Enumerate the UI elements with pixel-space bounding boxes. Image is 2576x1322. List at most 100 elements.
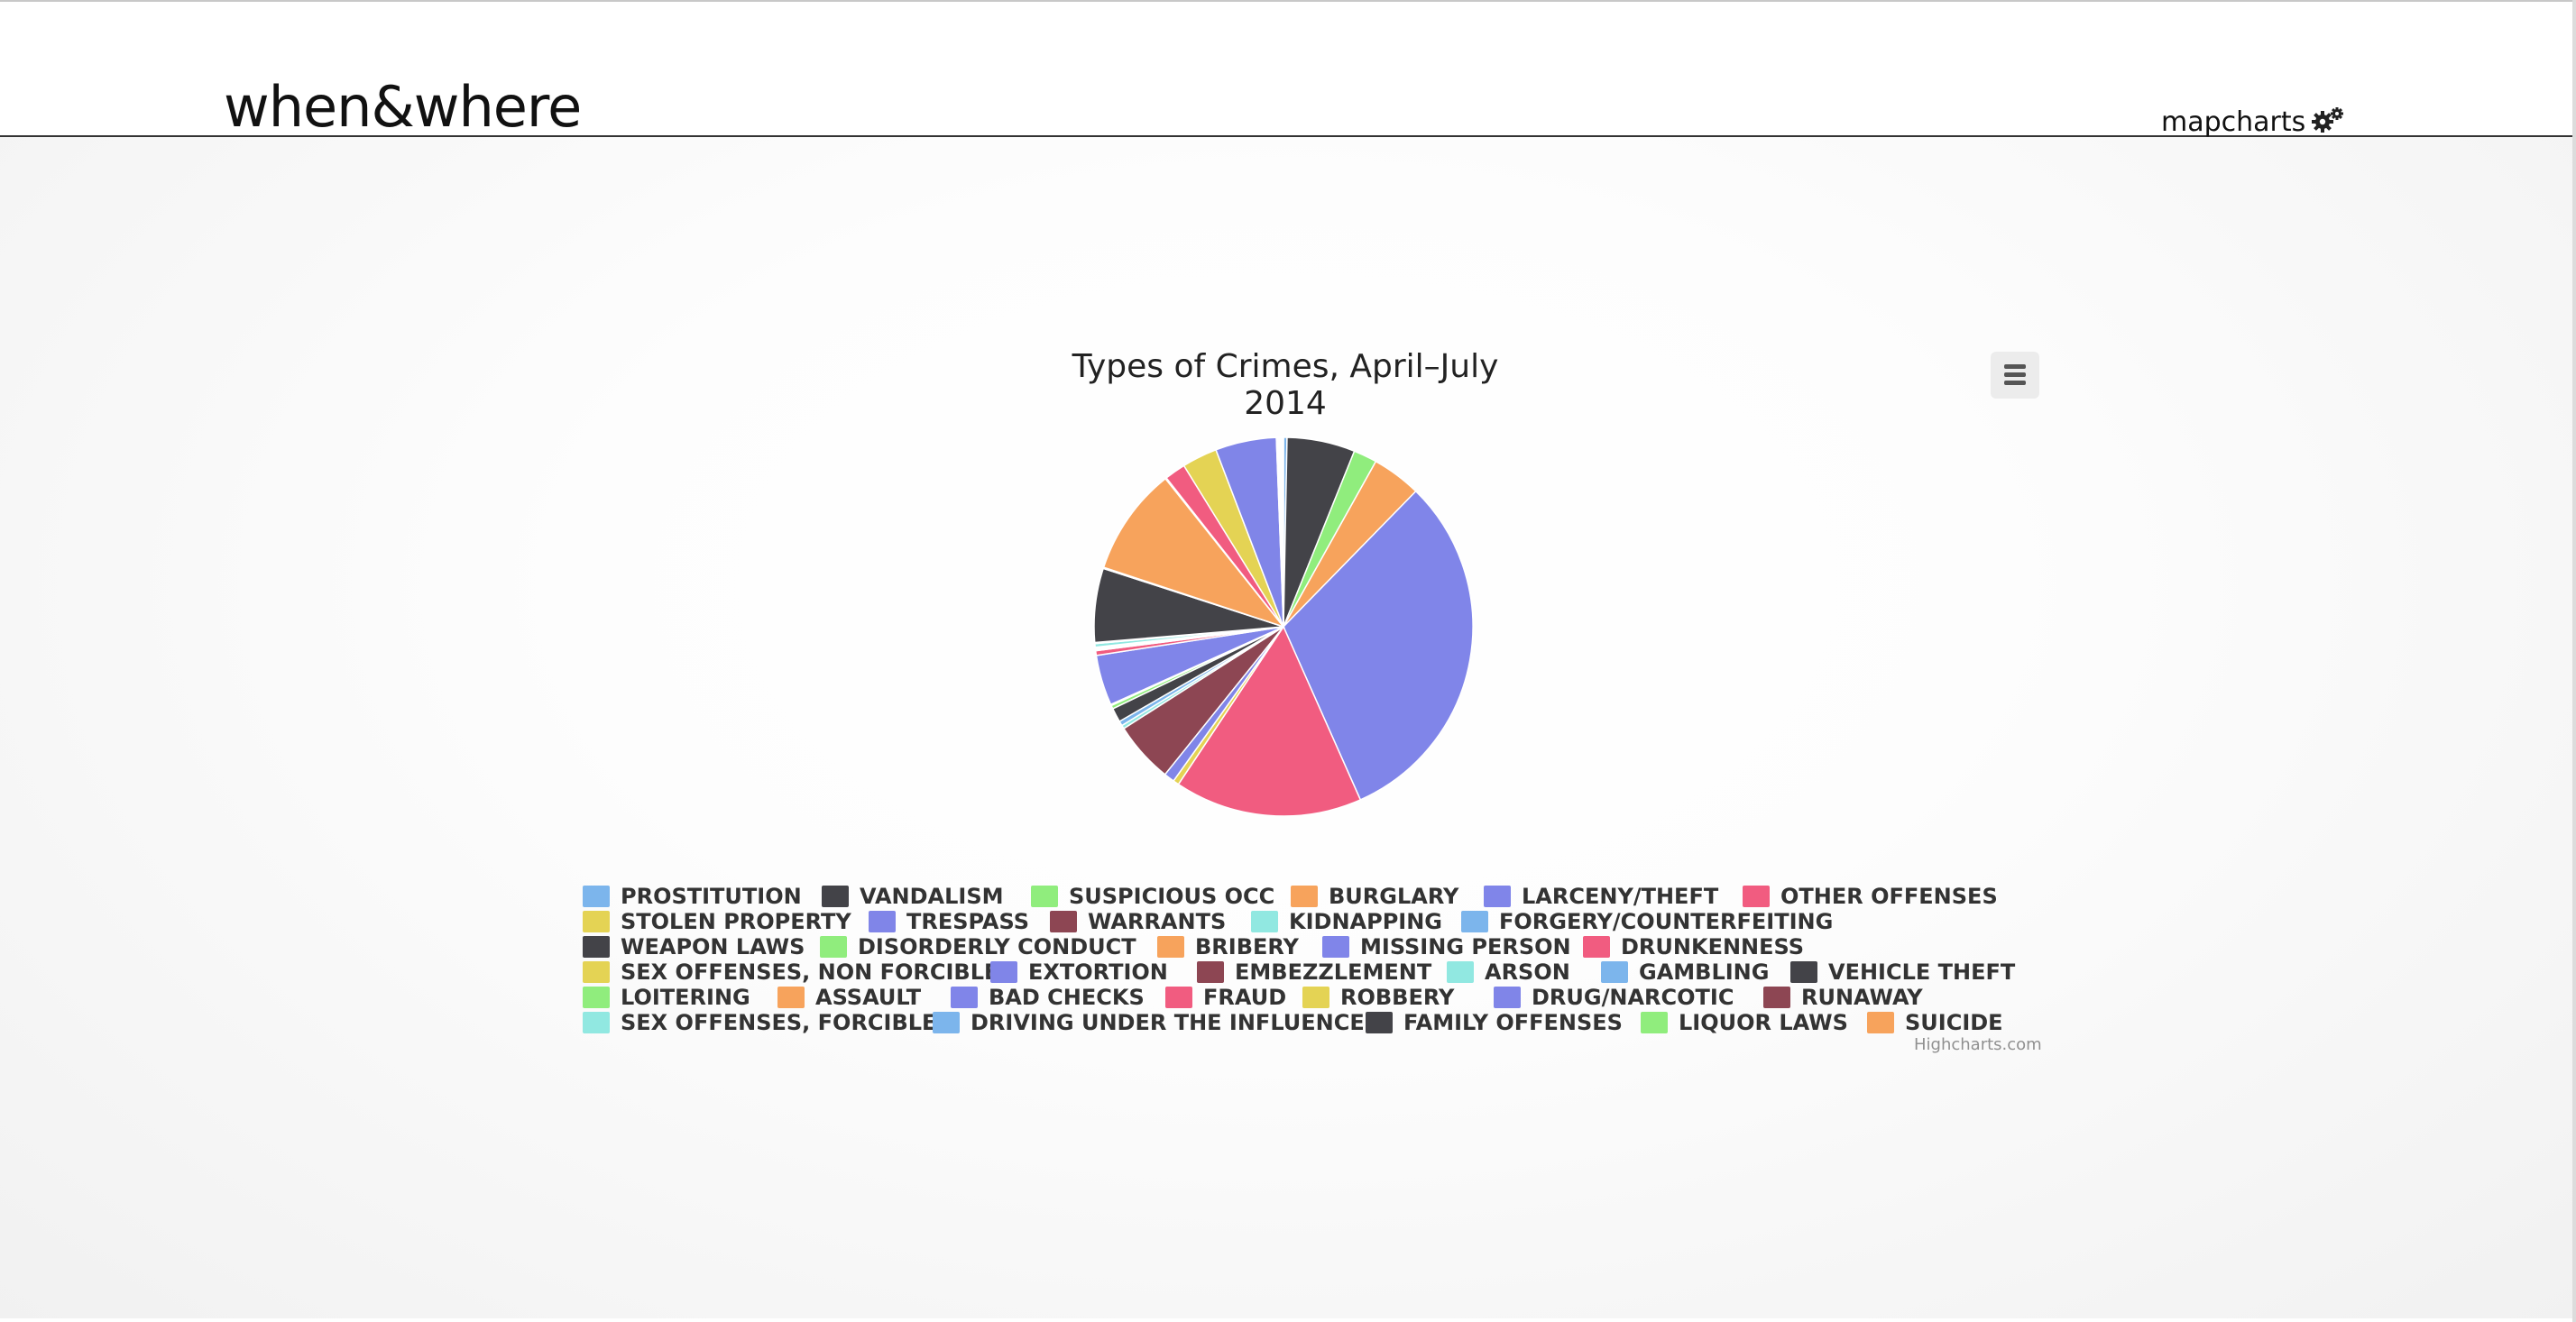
legend-swatch [1583, 936, 1610, 958]
legend-label: FRAUD [1203, 985, 1287, 1010]
legend-item[interactable]: DISORDERLY CONDUCT [820, 934, 1136, 959]
legend-swatch [1601, 961, 1628, 983]
legend-item[interactable]: SEX OFFENSES, FORCIBLE [583, 1010, 936, 1035]
legend-item[interactable]: DRUG/NARCOTIC [1494, 985, 1734, 1010]
legend-swatch [1157, 936, 1184, 958]
legend-swatch [1867, 1012, 1894, 1033]
legend-item[interactable]: ASSAULT [777, 985, 921, 1010]
legend-label: LOITERING [621, 985, 750, 1010]
legend-label: GAMBLING [1639, 959, 1770, 985]
legend-label: SUICIDE [1905, 1010, 2003, 1035]
legend-label: LARCENY/THEFT [1522, 884, 1719, 909]
pie-slice[interactable] [1177, 625, 1362, 817]
legend-label: LIQUOR LAWS [1679, 1010, 1848, 1035]
legend-swatch [1494, 987, 1521, 1008]
legend-item[interactable]: TRESPASS [869, 909, 1029, 934]
legend-label: WEAPON LAWS [621, 934, 805, 959]
legend-item[interactable]: WEAPON LAWS [583, 934, 805, 959]
legend-swatch [933, 1012, 960, 1033]
legend-swatch [1641, 1012, 1668, 1033]
mapcharts-label: mapcharts [2161, 106, 2306, 138]
legend-swatch [1291, 886, 1318, 907]
legend-item[interactable]: FRAUD [1165, 985, 1286, 1010]
legend-item[interactable]: LARCENY/THEFT [1484, 884, 1718, 909]
top-navbar: when&where mapcharts [0, 0, 2572, 137]
legend-swatch [1763, 987, 1790, 1008]
legend-swatch [820, 936, 847, 958]
legend-item[interactable]: PROSTITUTION [583, 884, 802, 909]
mapcharts-nav-link[interactable]: mapcharts [2161, 106, 2345, 138]
legend-label: ARSON [1485, 959, 1570, 985]
legend-swatch [1484, 886, 1511, 907]
legend-item[interactable]: BAD CHECKS [951, 985, 1145, 1010]
legend-item[interactable]: OTHER OFFENSES [1743, 884, 1998, 909]
window-edge [2572, 0, 2576, 1322]
legend-item[interactable]: SUICIDE [1867, 1010, 2003, 1035]
legend-item[interactable]: WARRANTS [1050, 909, 1226, 934]
gears-icon [2311, 106, 2345, 138]
legend-item[interactable]: BURGLARY [1291, 884, 1458, 909]
legend-swatch [1050, 911, 1077, 932]
legend-swatch [1790, 961, 1817, 983]
legend-item[interactable]: VANDALISM [822, 884, 1004, 909]
legend-swatch [1165, 987, 1192, 1008]
legend-swatch [869, 911, 896, 932]
legend-item[interactable]: DRUNKENNESS [1583, 934, 1804, 959]
legend-label: RUNAWAY [1801, 985, 1923, 1010]
legend-label: BRIBERY [1195, 934, 1299, 959]
highcharts-credits[interactable]: Highcharts.com [1914, 1035, 2042, 1054]
legend-label: EXTORTION [1028, 959, 1168, 985]
legend-item[interactable]: VEHICLE THEFT [1790, 959, 2015, 985]
legend-label: BAD CHECKS [989, 985, 1145, 1010]
legend-item[interactable]: GAMBLING [1601, 959, 1769, 985]
chart-title: Types of Crimes, April–July 2014 [1072, 348, 1499, 422]
legend-label: DRIVING UNDER THE INFLUENCE [971, 1010, 1365, 1035]
chart-menu-button[interactable] [1991, 352, 2039, 399]
legend-item[interactable]: STOLEN PROPERTY [583, 909, 851, 934]
legend-item[interactable]: ROBBERY [1302, 985, 1454, 1010]
legend-swatch [583, 961, 610, 983]
legend-item[interactable]: SUSPICIOUS OCC [1031, 884, 1274, 909]
legend-item[interactable]: FAMILY OFFENSES [1366, 1010, 1623, 1035]
legend-label: DRUNKENNESS [1621, 934, 1805, 959]
legend-swatch [1031, 886, 1058, 907]
legend-swatch [1447, 961, 1474, 983]
legend-swatch [583, 1012, 610, 1033]
pie-slice[interactable] [1102, 477, 1286, 629]
legend-swatch [990, 961, 1017, 983]
legend-item[interactable]: LIQUOR LAWS [1641, 1010, 1848, 1035]
legend-item[interactable]: ARSON [1447, 959, 1570, 985]
legend-label: BURGLARY [1329, 884, 1459, 909]
legend-item[interactable]: FORGERY/COUNTERFEITING [1461, 909, 1833, 934]
legend-label: ROBBERY [1340, 985, 1455, 1010]
legend-item[interactable]: MISSING PERSON [1322, 934, 1571, 959]
legend-item[interactable]: EXTORTION [990, 959, 1168, 985]
brand-logo[interactable]: when&where [224, 74, 582, 140]
legend-label: SUSPICIOUS OCC [1069, 884, 1275, 909]
legend-swatch [1302, 987, 1329, 1008]
legend-label: DISORDERLY CONDUCT [858, 934, 1136, 959]
legend-item[interactable]: RUNAWAY [1763, 985, 1923, 1010]
legend-item[interactable]: SEX OFFENSES, NON FORCIBLE [583, 959, 998, 985]
legend-label: DRUG/NARCOTIC [1532, 985, 1734, 1010]
legend-swatch [1743, 886, 1770, 907]
legend-item[interactable]: KIDNAPPING [1251, 909, 1442, 934]
legend-swatch [583, 936, 610, 958]
legend-label: ASSAULT [815, 985, 922, 1010]
pie-slice[interactable] [1283, 490, 1474, 801]
legend-label: SEX OFFENSES, NON FORCIBLE [621, 959, 999, 985]
legend-label: MISSING PERSON [1360, 934, 1571, 959]
legend-swatch [777, 987, 805, 1008]
legend-label: STOLEN PROPERTY [621, 909, 851, 934]
legend-item[interactable]: LOITERING [583, 985, 750, 1010]
legend-swatch [1322, 936, 1349, 958]
legend-item[interactable]: EMBEZZLEMENT [1197, 959, 1431, 985]
legend-item[interactable]: BRIBERY [1157, 934, 1299, 959]
legend-label: KIDNAPPING [1289, 909, 1443, 934]
legend-label: FORGERY/COUNTERFEITING [1499, 909, 1834, 934]
legend-swatch [1461, 911, 1488, 932]
legend-label: EMBEZZLEMENT [1235, 959, 1432, 985]
legend-item[interactable]: DRIVING UNDER THE INFLUENCE [933, 1010, 1365, 1035]
legend-label: SEX OFFENSES, FORCIBLE [621, 1010, 937, 1035]
legend-swatch [583, 886, 610, 907]
